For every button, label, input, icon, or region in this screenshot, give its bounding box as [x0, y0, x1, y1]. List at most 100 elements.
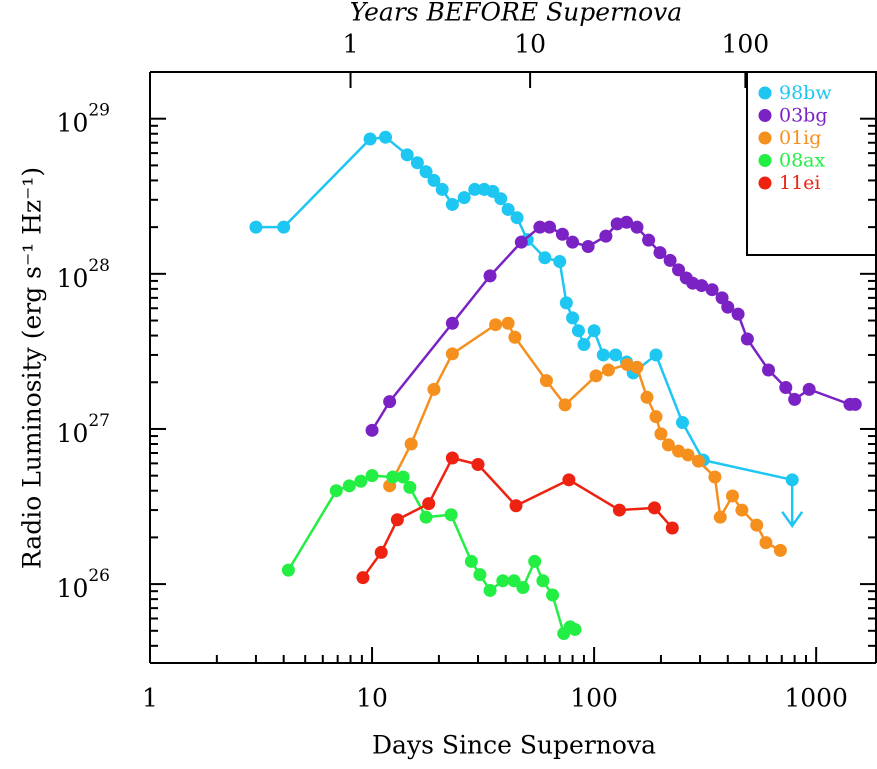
data-point: [653, 246, 667, 260]
data-point: [543, 220, 557, 234]
upper-limit-arrow: [781, 479, 804, 528]
data-point: [400, 148, 414, 162]
data-point: [612, 503, 626, 517]
data-point: [508, 330, 522, 344]
data-point: [445, 451, 459, 465]
data-point: [553, 255, 567, 269]
data-point: [773, 543, 787, 557]
data-point: [509, 499, 523, 513]
data-point: [642, 233, 656, 247]
data-point: [383, 395, 397, 409]
legend-label: 11ei: [779, 172, 821, 194]
data-point: [620, 215, 634, 229]
data-point: [665, 521, 679, 535]
top-tick-label: 100: [722, 30, 770, 59]
data-point: [609, 348, 623, 362]
data-point: [354, 474, 368, 488]
data-point: [735, 503, 749, 517]
x-tick-label: 1000: [784, 684, 848, 713]
data-point: [390, 513, 404, 527]
y-tick-label: 1026: [57, 566, 110, 603]
data-point: [661, 438, 675, 452]
data-point: [630, 360, 644, 374]
data-point: [577, 338, 591, 352]
top-tick-label: 1: [343, 30, 359, 59]
legend-marker: [758, 109, 772, 122]
data-point: [649, 410, 663, 424]
data-point: [483, 269, 497, 283]
data-point: [471, 458, 485, 472]
data-point: [649, 348, 663, 362]
y-tick-base: 10: [57, 108, 89, 137]
data-point: [403, 480, 417, 494]
y-tick-label: 1028: [57, 255, 110, 292]
data-point: [788, 392, 802, 406]
data-point: [647, 501, 661, 515]
data-point: [496, 574, 510, 588]
data-point: [533, 220, 547, 234]
data-point: [691, 454, 705, 468]
y-tick-exponent: 28: [88, 255, 110, 275]
data-point: [445, 316, 459, 330]
y-tick-label: 1029: [57, 100, 110, 137]
data-point: [761, 363, 775, 377]
data-point: [419, 510, 433, 524]
data-point: [501, 316, 515, 330]
legend-marker: [758, 176, 772, 190]
data-point: [457, 191, 471, 205]
x-tick-label: 1: [142, 684, 158, 713]
data-point: [539, 374, 553, 388]
y-tick-exponent: 27: [88, 410, 110, 430]
data-point: [435, 182, 449, 196]
data-point: [601, 363, 615, 377]
data-point: [779, 381, 793, 395]
series-line: [255, 135, 793, 482]
data-point: [640, 390, 654, 404]
data-point: [277, 220, 291, 234]
data-point: [363, 132, 377, 146]
data-point: [419, 165, 433, 179]
data-point: [715, 291, 729, 305]
data-point: [568, 622, 582, 636]
data-point: [538, 251, 552, 265]
data-point: [750, 518, 764, 532]
data-point: [507, 574, 521, 588]
data-point: [663, 253, 677, 267]
top-axis-label: Years BEFORE Supernova: [350, 0, 682, 27]
x-axis-label: Days Since Supernova: [372, 731, 656, 760]
data-point: [365, 423, 379, 437]
data-point: [501, 202, 515, 216]
data-point: [410, 156, 424, 170]
data-point: [483, 583, 497, 597]
data-point: [468, 182, 482, 196]
data-point: [342, 479, 356, 493]
y-tick-base: 10: [57, 263, 89, 292]
data-point: [705, 283, 719, 297]
data-point: [848, 397, 862, 411]
data-point: [802, 382, 816, 396]
data-point: [422, 497, 436, 511]
data-point: [464, 554, 478, 568]
data-point: [740, 332, 754, 346]
legend-marker: [758, 86, 772, 100]
data-point: [427, 382, 441, 396]
data-point: [571, 324, 585, 338]
data-point: [672, 263, 686, 277]
data-point: [514, 235, 528, 249]
data-point: [510, 211, 524, 225]
y-tick-exponent: 29: [88, 100, 110, 120]
data-point: [558, 398, 572, 412]
data-point: [708, 470, 722, 484]
data-point: [249, 220, 263, 234]
data-point: [374, 545, 388, 559]
top-tick-label: 10: [514, 30, 546, 59]
x-tick-label: 100: [570, 684, 618, 713]
x-tick-label: 10: [356, 684, 388, 713]
data-point: [445, 347, 459, 361]
legend-label: 08ax: [779, 150, 826, 172]
data-point: [445, 197, 459, 211]
data-point: [329, 484, 343, 498]
data-point: [489, 318, 503, 332]
data-point: [516, 581, 530, 595]
